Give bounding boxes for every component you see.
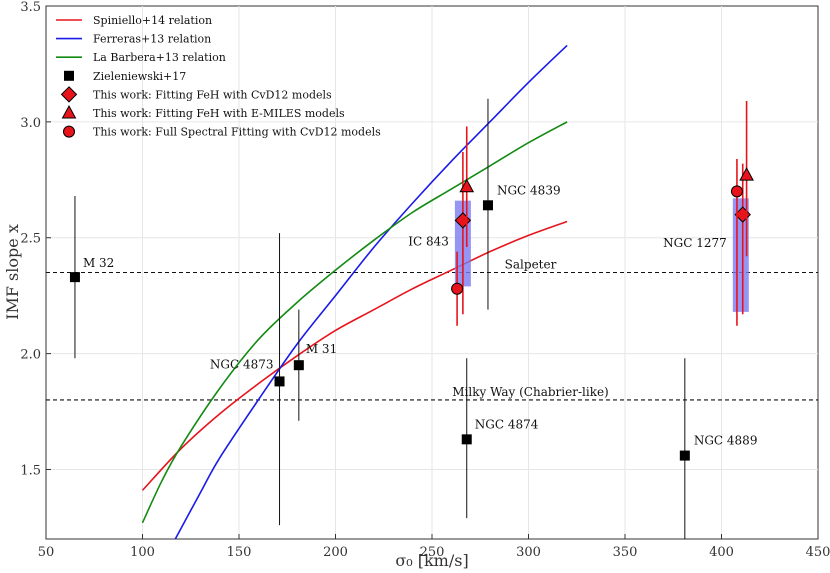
galaxy-label: NGC 4874	[475, 417, 539, 431]
galaxy-label: IC 843	[408, 235, 449, 249]
y-tick-label: 2.5	[20, 232, 41, 247]
this-work-points	[451, 101, 754, 326]
legend: Spiniello+14 relation Ferreras+13 relatio…	[56, 14, 381, 139]
relation-curves	[141, 44, 568, 540]
legend-label: La Barbera+13 relation	[93, 51, 226, 64]
galaxy-label: NGC 1277	[663, 236, 727, 250]
relation-curve	[141, 121, 568, 524]
x-tick-label: 450	[806, 545, 830, 560]
zieleniewski-marker	[293, 360, 304, 371]
x-tick-label: 250	[420, 545, 445, 560]
legend-label: This work: Fitting FeH with CvD12 models	[93, 88, 332, 101]
legend-square-marker	[64, 70, 74, 81]
reference-line-label: Milky Way (Chabrier-like)	[452, 385, 609, 399]
legend-label: Zieleniewski+17	[93, 70, 186, 83]
this-work-circle-marker	[451, 282, 464, 295]
this-work-triangle-marker	[459, 178, 475, 193]
x-tick-label: 150	[227, 545, 252, 560]
galaxy-label: NGC 4839	[497, 183, 561, 197]
reference-line-label: Salpeter	[505, 258, 557, 272]
x-axis-title: σ₀ [km/s]	[395, 551, 468, 570]
axis-ticks: 50 100 150 200 250 300 350 400 450 1.5 2.0 2.5 3.0 3.…	[20, 0, 830, 560]
reference-lines: Salpeter Milky Way (Chabrier-like)	[46, 258, 818, 401]
this-work-circle-marker	[730, 185, 743, 198]
galaxy-label: M 32	[83, 256, 114, 270]
legend-label: Ferreras+13 relation	[93, 33, 211, 46]
y-tick-label: 2.0	[20, 348, 41, 363]
y-tick-label: 3.0	[20, 116, 41, 131]
zieleniewski-marker	[274, 376, 285, 387]
zieleniewski-points: M 32 NGC 4873 M 31 NGC 4839 NGC 4874 NGC 4889	[69, 98, 758, 539]
x-tick-label: 300	[516, 545, 541, 560]
grid	[46, 6, 818, 539]
legend-label: Spiniello+14 relation	[93, 14, 212, 27]
relation-curve	[141, 220, 568, 491]
relation-curve	[174, 44, 568, 540]
galaxy-label: NGC 4873	[210, 357, 274, 371]
legend-circle-marker	[63, 125, 75, 138]
x-tick-label: 200	[323, 545, 348, 560]
zieleniewski-marker	[461, 434, 472, 445]
this-work-triangle-marker	[739, 167, 754, 181]
x-tick-label: 400	[709, 545, 734, 560]
y-tick-label: 1.5	[20, 463, 41, 478]
legend-diamond-marker	[60, 86, 78, 103]
zieleniewski-marker	[679, 450, 690, 461]
legend-triangle-marker	[61, 104, 77, 119]
x-tick-label: 100	[130, 545, 155, 560]
x-tick-label: 50	[38, 545, 55, 560]
zieleniewski-marker	[482, 200, 493, 211]
galaxy-label: NGC 4889	[694, 434, 758, 448]
galaxy-label: M 31	[306, 342, 337, 356]
y-tick-label: 3.5	[20, 0, 41, 15]
legend-label: This work: Fitting FeH with E-MILES mode…	[93, 107, 345, 120]
legend-label: This work: Full Spectral Fitting with Cv…	[93, 126, 381, 139]
zieleniewski-marker	[69, 272, 80, 283]
y-axis-title: IMF slope x	[3, 224, 22, 320]
x-tick-label: 350	[613, 545, 638, 560]
